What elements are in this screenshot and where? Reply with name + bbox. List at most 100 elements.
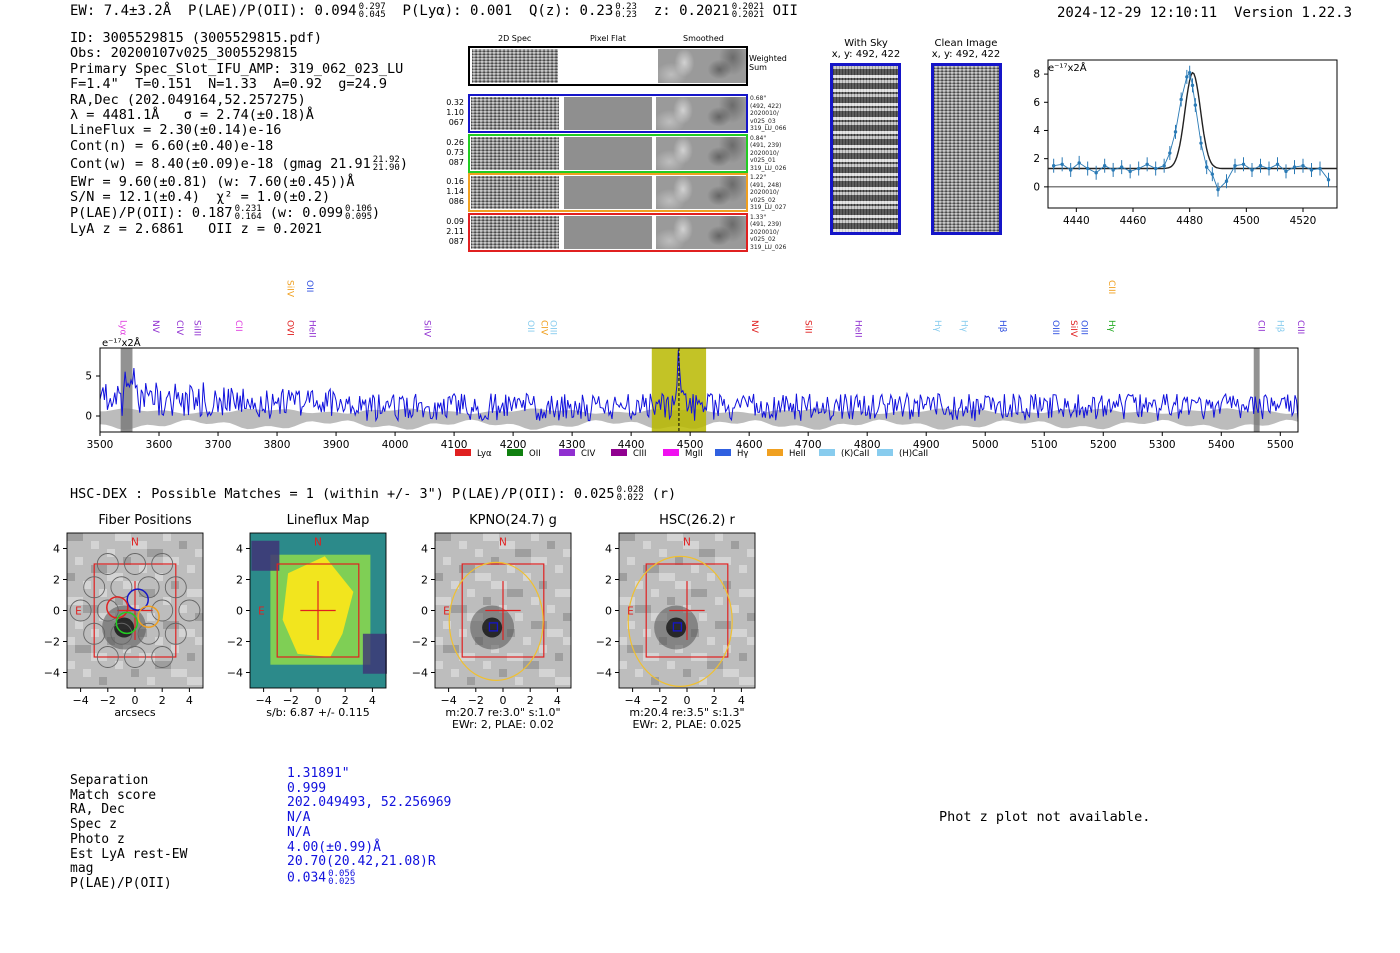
panel-pixel — [699, 589, 707, 597]
aperture-ellipse — [627, 555, 733, 687]
panel-y-tick-label: 2 — [605, 574, 612, 587]
zoom-x-tick-label: 4460 — [1120, 215, 1147, 227]
panel-pixel — [651, 677, 659, 685]
header-plae: P(LAE)/P(OII): 0.094 — [188, 3, 357, 19]
spec-x-tick-label: 5500 — [1267, 439, 1294, 451]
fiber-circle — [124, 553, 146, 575]
cutout-row — [468, 173, 748, 212]
panel-pixel — [171, 621, 179, 629]
panel-pixel — [715, 533, 723, 541]
fiber-circle — [69, 599, 92, 622]
panel-y-tick-label: 0 — [236, 605, 243, 618]
header-plae-lo: 0.045 — [358, 10, 386, 20]
zoom-data-point — [1199, 141, 1203, 145]
spec-masked-region — [1253, 348, 1260, 432]
panel-pixel — [515, 589, 523, 597]
zoom-data-point — [1128, 169, 1132, 174]
match-label: P(LAE)/P(OII) — [70, 875, 172, 891]
cutout-note-line: (492, 422) — [750, 102, 782, 110]
spec-legend-label: CIII — [633, 449, 646, 459]
cutout-stat: 0.26 — [446, 137, 464, 147]
source-core — [482, 617, 503, 638]
version: Version 1.22.3 — [1234, 5, 1353, 21]
spec-line-label: CIV — [538, 320, 548, 336]
panel-y-tick-label: 0 — [53, 605, 60, 618]
east-label: E — [443, 606, 450, 618]
hsc-title: HSC-DEX : Possible Matches = 1 (within +… — [70, 486, 615, 502]
panel-pixel — [483, 533, 491, 541]
spec-x-tick-label: 4700 — [795, 439, 822, 451]
panel-pixel — [643, 629, 651, 637]
zoom-data-point — [1190, 83, 1195, 88]
zoom-data-point — [1185, 75, 1189, 79]
panel-pixel — [443, 533, 451, 541]
panel-y-tick-label: 2 — [53, 574, 60, 587]
panel-x-tick-label: −4 — [624, 694, 640, 707]
info-lineflux: LineFlux = 2.30(±0.14)e-16 — [70, 122, 282, 139]
info-params: F=1.4" T=0.151 N=1.33 A=0.92 g=24.9 — [70, 76, 387, 93]
col-flat-label: Pixel Flat — [590, 34, 626, 43]
panel-pixel — [739, 629, 747, 637]
panel-pixel — [659, 549, 667, 557]
fiber-circle — [164, 576, 187, 599]
fiber-blue — [126, 588, 149, 611]
fiber-orange — [137, 605, 160, 628]
cutout-stat: 0.73 — [446, 147, 464, 157]
info-primary: Primary Spec_Slot_IFU_AMP: 319_062_023_L… — [70, 60, 404, 77]
zoom-x-tick-label: 4440 — [1063, 215, 1090, 227]
spec-legend-label: MgII — [685, 449, 703, 459]
spec-x-tick-label: 4000 — [382, 439, 409, 451]
zoom-data-point — [1284, 169, 1288, 174]
panel-pixel — [723, 581, 731, 589]
col-smooth-label: Smoothed — [683, 34, 724, 43]
panel-pixel — [491, 557, 499, 565]
clean-title: Clean Image — [934, 38, 998, 49]
image-panel: HSC(26.2) r N E −4 −2 0 2 4 4 2 0 −2 −4 m:20.4 re:3.5… — [596, 510, 807, 731]
spec-legend-swatch — [455, 449, 471, 456]
fiber-circle — [124, 646, 146, 668]
cutout-note-line: v025_02 — [750, 236, 776, 243]
panel-pixel — [643, 541, 651, 549]
panel-pixel — [619, 597, 627, 605]
header-qz-hi: 0.23 — [615, 2, 637, 12]
spec-x-tick-label: 5100 — [1031, 439, 1058, 451]
header-z-hi: 0.2021 — [731, 2, 765, 12]
panel-pixel — [195, 637, 203, 645]
panel-pixel — [435, 597, 443, 605]
header-z-line: OII — [772, 3, 798, 19]
panel-pixel — [627, 645, 635, 653]
panel-pixel — [739, 653, 747, 661]
spec-x-tick-label: 3500 — [87, 439, 114, 451]
panel-pixel — [139, 589, 147, 597]
cutout-flat — [564, 136, 652, 170]
panel-pixel — [83, 669, 91, 677]
panel-x-tick-label: −2 — [652, 694, 668, 707]
sky-clean-title: Clean Image x, y: 492, 422 — [929, 38, 1003, 60]
info-radec: RA,Dec (202.049164,52.257275) — [70, 91, 306, 108]
panel-caption: arcsecs — [114, 706, 156, 719]
match-value: 4.00(±0.99)Å — [287, 839, 381, 855]
spec-legend-label: Lyα — [477, 449, 492, 459]
spec-masked-region — [120, 348, 133, 432]
panel-pixel — [179, 541, 187, 549]
match-value: 1.31891" — [287, 766, 350, 781]
panel-pixel — [739, 589, 747, 597]
panel-canvas: N E −4 −2 0 2 4 4 2 0 −2 −4 arcsecs — [44, 532, 204, 719]
panel-pixel — [547, 669, 555, 677]
panel-pixel — [91, 605, 99, 613]
zoom-data-point — [1309, 168, 1314, 172]
panel-title: Lineflux Map — [286, 513, 370, 528]
panel-pixel — [83, 581, 91, 589]
info-obs: Obs: 20200107v025_3005529815 — [70, 45, 298, 62]
panel-pixel — [443, 645, 451, 653]
spec-x-tick-label: 4300 — [559, 439, 586, 451]
weighted-flat — [562, 49, 652, 83]
match-label: Spec z — [70, 817, 117, 833]
match-label: mag — [70, 861, 94, 877]
header-plae-hi: 0.297 — [358, 2, 386, 12]
match-label: Match score — [70, 787, 157, 803]
zoom-y-tick-label: 2 — [1033, 153, 1040, 165]
header-z: z: 0.2021 — [653, 3, 730, 19]
zoom-data-point — [1068, 168, 1073, 172]
source-marker — [672, 622, 683, 632]
